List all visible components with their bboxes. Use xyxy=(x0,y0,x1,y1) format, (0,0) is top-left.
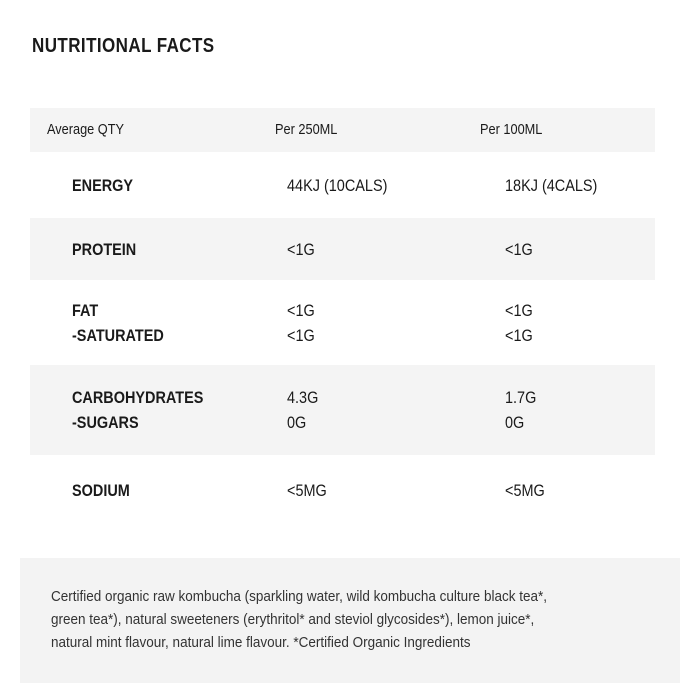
header-row xyxy=(30,108,655,152)
nutrient-value: <5MG xyxy=(505,480,545,500)
nutrient-label: PROTEIN xyxy=(72,239,137,259)
nutrient-label: -SATURATED xyxy=(72,325,164,345)
nutrient-value: <1G xyxy=(505,300,533,320)
nutrient-value: 0G xyxy=(287,413,307,432)
header-cell: Average QTY xyxy=(47,121,125,138)
ingredients-line: green tea*), natural sweeteners (erythri… xyxy=(51,611,535,628)
table-row xyxy=(30,152,655,218)
nutrient-label: SODIUM xyxy=(72,480,130,500)
ingredients-line: natural mint flavour, natural lime flavo… xyxy=(51,634,471,651)
header-cell: Per 100ML xyxy=(480,121,543,138)
ingredients-box: Certified organic raw kombucha (sparklin… xyxy=(20,558,680,683)
nutrient-value: 44KJ (10CALS) xyxy=(287,175,388,195)
nutrient-value: 0G xyxy=(505,413,525,432)
table-row xyxy=(30,455,655,525)
nutrient-value: 4.3G xyxy=(287,388,319,407)
nutrient-label: ENERGY xyxy=(72,175,134,195)
nutrient-value: <1G xyxy=(505,325,533,345)
header-cell: Per 250ML xyxy=(275,121,338,138)
ingredients-line: Certified organic raw kombucha (sparklin… xyxy=(51,588,547,605)
nutrient-value: 18KJ (4CALS) xyxy=(505,175,598,195)
nutrient-value: <5MG xyxy=(287,480,327,500)
nutrient-value: <1G xyxy=(287,300,315,320)
nutrient-value: <1G xyxy=(287,325,315,345)
table-row xyxy=(30,218,655,280)
table-row xyxy=(30,280,655,365)
nutrient-label: CARBOHYDRATES xyxy=(72,388,204,407)
nutrient-value: 1.7G xyxy=(505,388,537,407)
table-row xyxy=(30,365,655,455)
title: NUTRITIONAL FACTS xyxy=(32,35,215,57)
nutrient-label: FAT xyxy=(72,300,99,320)
nutrient-label: -SUGARS xyxy=(72,413,139,432)
nutrient-value: <1G xyxy=(287,239,315,259)
nutrient-value: <1G xyxy=(505,239,533,259)
